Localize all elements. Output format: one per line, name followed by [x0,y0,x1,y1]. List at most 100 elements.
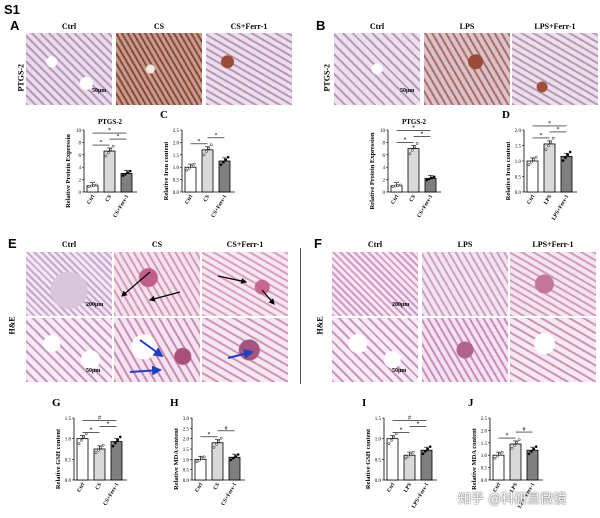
b-group-lps: LPS [459,22,475,31]
g-y-tick-label-1: 0.5 [65,458,72,463]
i-panel-letter: I [362,397,366,409]
g-point-1-1 [97,448,100,452]
chart-i-gsh: I 0.0 0.5 1.0 1.5 Relative GSH content Ctrl LPS… [362,397,437,510]
f-he-lpsferr-high [510,318,596,382]
e-he-ctrl-high [26,318,112,382]
a-ihc-ctrl-image [26,33,112,105]
f-he-lps-low [422,252,508,316]
e-he-ctrl-low [26,252,112,316]
b-point-0-3 [398,183,402,187]
g-point-0-2 [82,435,86,439]
d-y-tick-label-3: 1.5 [515,145,522,150]
f-group-lps: LPS [457,240,473,249]
h-point-0-1 [198,458,201,462]
b-group-lpsferr: LPS+Ferr-1 [534,22,576,31]
j-point-1-2 [515,441,519,444]
panel-letter-f: F [314,236,322,251]
j-panel-letter: J [468,397,474,409]
b-y-label: Relative Protein Expression [369,132,376,209]
chart-b-ptgs2: PTGS-2 0 2 4 6 8 10 Relative Protein Expression… [369,118,441,219]
h-bar-0 [194,458,207,481]
a-point-0-1 [90,184,93,188]
g-y-label: Relative GSH content [55,428,62,489]
d-point-0-2 [532,158,536,162]
e-arrow-3 [217,275,248,284]
figure-label: S1 [4,2,20,17]
j-point-2-1 [530,450,533,453]
d-bar-2 [560,155,573,193]
f-he-ctrl-low [332,252,418,316]
panel-letter-e: E [8,236,17,251]
a-point-1-0 [104,154,108,158]
chart-d-iron: D 0.0 0.5 1.0 1.5 2.0 Relative Iron content Ctr… [502,109,577,222]
a-y-tick-label-4: 8 [79,141,82,146]
d-y-tick-label-2: 1.0 [515,160,522,165]
b-category-label-0: Ctrl [390,194,400,206]
j-point-0-0 [493,456,497,460]
b-point-1-3 [415,142,419,145]
i-category-label-0: Ctrl [386,482,396,494]
b-y-tick-label-2: 4 [383,166,386,171]
b-point-2-2 [430,176,434,180]
d-point-0-0 [527,163,531,167]
i-point-2-3 [428,445,432,449]
a-point-0-0 [87,185,91,188]
i-sig-mark-0: * [400,428,403,434]
j-point-0-1 [496,454,499,458]
e-scale-bottom: 50μm [86,368,101,374]
j-category-label-1: LPS [509,482,519,494]
c-point-0-1 [188,166,191,170]
j-point-0-3 [500,450,504,454]
a-point-2-2 [126,171,130,175]
j-y-tick-label-0: 0.0 [481,479,488,484]
j-y-tick-label-3: 1.5 [481,442,488,447]
b-point-0-2 [396,184,400,187]
c-y-label: Relative Iron content [163,141,170,201]
j-y-tick-label-5: 2.5 [481,417,488,422]
g-point-2-0 [111,444,115,448]
i-bar-1 [403,454,416,481]
i-point-2-2 [426,447,430,451]
c-point-1-3 [209,143,213,147]
a-point-1-1 [107,151,110,155]
g-panel-letter: G [52,397,61,409]
h-point-1-0 [212,445,216,449]
b-category-label-1: CS [409,194,418,203]
a-point-1-2 [109,148,113,151]
j-category-label-0: Ctrl [492,482,502,494]
g-point-2-2 [116,438,120,442]
c-y-tick-label-4: 2.0 [173,141,180,146]
b-sig-mark-2: * [412,126,415,132]
e-arrow-1 [121,271,151,297]
j-point-1-3 [517,438,521,442]
b-point-2-3 [432,175,436,179]
b-y-tick-label-5: 10 [380,129,386,134]
panel-letter-b: B [316,18,326,33]
d-category-label-0: Ctrl [526,194,536,206]
a-point-2-0 [121,174,125,177]
j-point-0-2 [498,452,502,456]
d-y-tick-label-4: 2.0 [515,129,522,134]
i-point-1-0 [404,456,408,460]
b-y-tick-label-1: 2 [383,179,386,184]
e-he-cs-low [114,252,200,316]
j-point-2-0 [527,452,531,456]
h-category-label-0: Ctrl [194,482,204,494]
h-category-label-2: CS+Ferr-1 [220,482,238,507]
h-y-tick-label-3: 1.5 [183,448,190,453]
c-point-2-1 [222,160,225,164]
b-ihc-lps-image [424,33,510,105]
h-sig-mark-1: # [225,426,228,432]
a-y-tick-label-3: 6 [79,154,82,159]
d-point-2-1 [564,156,567,160]
c-category-label-1: CS [203,194,212,203]
h-y-tick-label-2: 1.0 [183,458,190,463]
i-point-1-2 [409,452,413,456]
f-he-lpsferr-low [510,252,596,316]
g-category-label-1: CS [95,482,104,491]
a-point-2-1 [124,172,127,176]
d-sig-mark-2: * [548,121,551,127]
a-category-label-0: Ctrl [86,194,96,206]
g-category-label-0: Ctrl [76,482,86,494]
c-category-label-0: Ctrl [184,194,194,206]
